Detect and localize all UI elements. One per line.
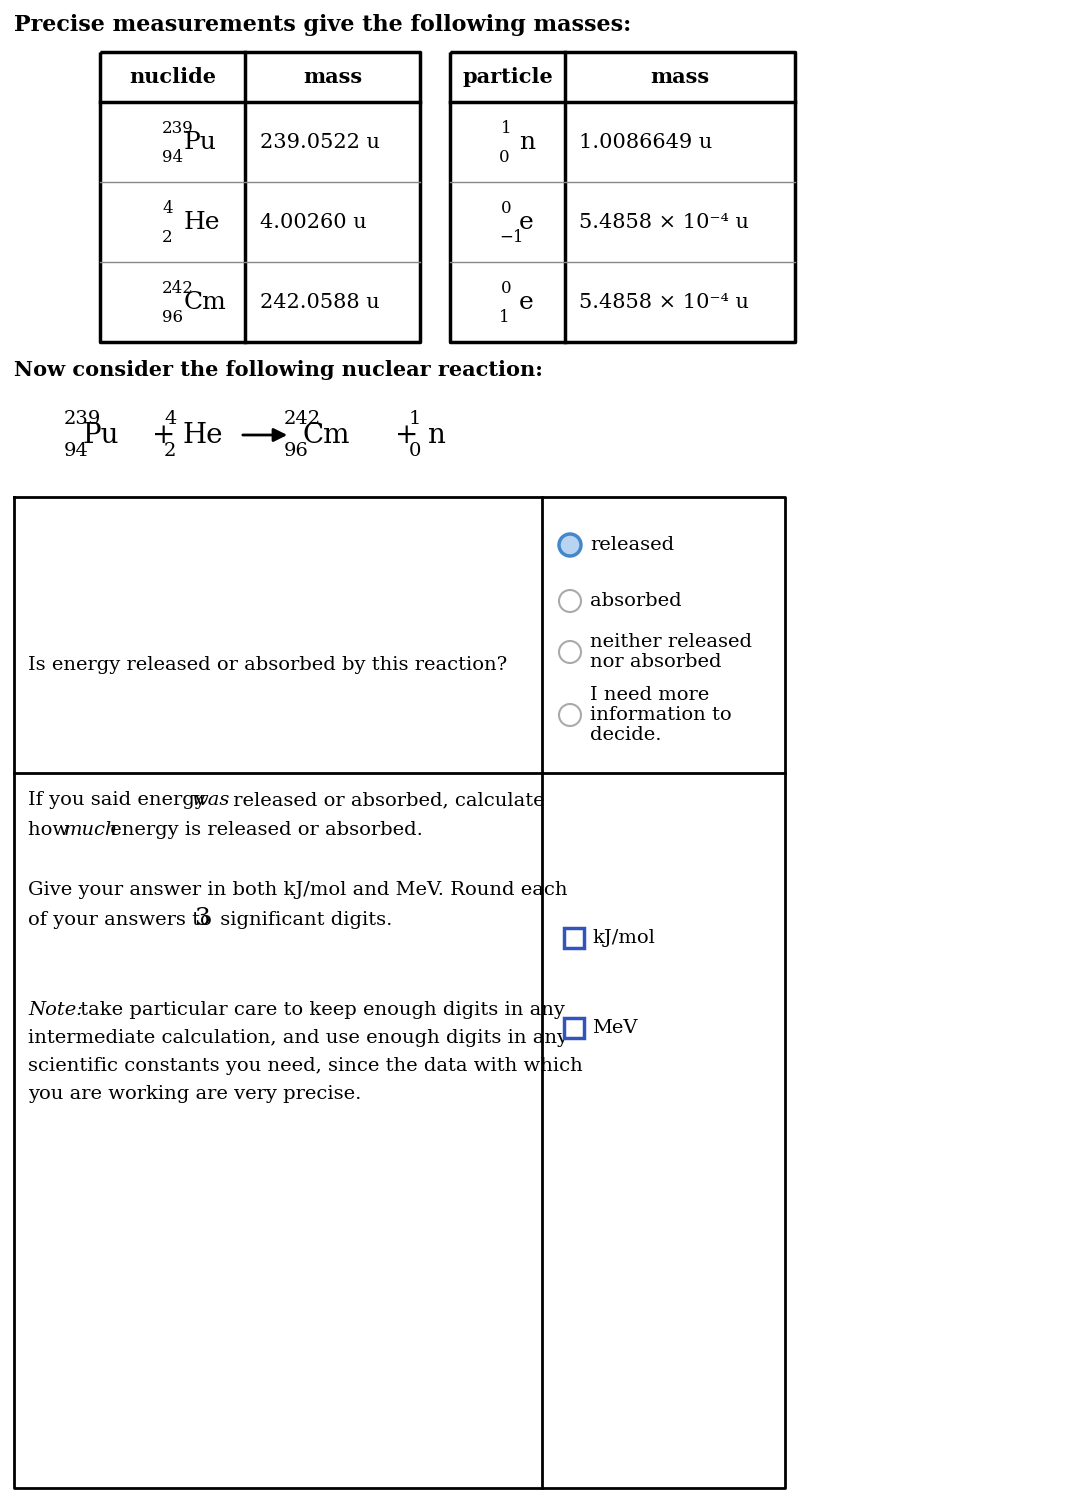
Text: 1: 1 [499, 309, 509, 325]
Text: 3: 3 [194, 907, 209, 931]
Text: information to: information to [590, 706, 732, 724]
Text: 2: 2 [163, 229, 172, 245]
Text: mass: mass [303, 66, 362, 87]
Text: was: was [192, 791, 230, 809]
Text: 4.00260 u: 4.00260 u [260, 212, 367, 232]
Text: 2: 2 [164, 441, 177, 459]
Text: n: n [427, 422, 445, 449]
Bar [564, 928, 584, 947]
Text: of your answers to: of your answers to [28, 911, 218, 929]
Text: 239: 239 [163, 119, 194, 137]
Text: −1: −1 [499, 229, 524, 245]
Circle shape [559, 590, 582, 611]
Text: 5.4858 × 10⁻⁴ u: 5.4858 × 10⁻⁴ u [579, 212, 748, 232]
Text: released or absorbed, calculate: released or absorbed, calculate [227, 791, 544, 809]
Text: MeV: MeV [592, 1020, 637, 1038]
Text: nuclide: nuclide [129, 66, 216, 87]
Circle shape [559, 703, 582, 726]
Text: +: + [152, 422, 176, 449]
Text: Cm: Cm [184, 291, 227, 313]
Text: absorbed: absorbed [590, 592, 682, 610]
Text: e: e [519, 291, 533, 313]
Circle shape [559, 535, 582, 556]
Text: Give your answer in both kJ/mol and MeV. Round each: Give your answer in both kJ/mol and MeV.… [28, 881, 567, 899]
Text: If you said energy: If you said energy [28, 791, 212, 809]
Text: kJ/mol: kJ/mol [592, 929, 655, 947]
Text: 1: 1 [501, 119, 512, 137]
Text: e: e [519, 211, 533, 233]
Text: +: + [395, 422, 418, 449]
Text: 239.0522 u: 239.0522 u [260, 133, 380, 152]
Text: Note:: Note: [28, 1001, 83, 1020]
Text: 239: 239 [64, 410, 101, 428]
Text: n: n [519, 131, 535, 154]
Text: Now consider the following nuclear reaction:: Now consider the following nuclear react… [14, 360, 543, 380]
Text: He: He [182, 422, 223, 449]
Text: I need more: I need more [590, 687, 709, 703]
Text: nor absorbed: nor absorbed [590, 654, 721, 672]
Text: 0: 0 [501, 280, 512, 297]
Text: mass: mass [650, 66, 709, 87]
Text: 94: 94 [163, 149, 183, 166]
Text: take particular care to keep enough digits in any: take particular care to keep enough digi… [74, 1001, 565, 1020]
Text: energy is released or absorbed.: energy is released or absorbed. [104, 821, 423, 839]
Text: 242: 242 [284, 410, 321, 428]
Text: 1: 1 [409, 410, 421, 428]
Text: 0: 0 [499, 149, 509, 166]
Text: 0: 0 [501, 199, 512, 217]
Text: Is energy released or absorbed by this reaction?: Is energy released or absorbed by this r… [28, 657, 507, 675]
Text: 96: 96 [284, 441, 309, 459]
Text: released: released [590, 536, 674, 554]
Bar [564, 1018, 584, 1038]
Text: 1.0086649 u: 1.0086649 u [579, 133, 712, 152]
Text: 5.4858 × 10⁻⁴ u: 5.4858 × 10⁻⁴ u [579, 292, 748, 312]
Text: decide.: decide. [590, 726, 661, 744]
Text: intermediate calculation, and use enough digits in any: intermediate calculation, and use enough… [28, 1029, 568, 1047]
Text: He: He [184, 211, 220, 233]
Text: you are working are very precise.: you are working are very precise. [28, 1084, 361, 1102]
Text: 4: 4 [164, 410, 177, 428]
Text: 242: 242 [163, 280, 194, 297]
Text: particle: particle [463, 66, 553, 87]
Text: Cm: Cm [302, 422, 349, 449]
Text: Pu: Pu [82, 422, 119, 449]
Circle shape [559, 642, 582, 663]
Text: Pu: Pu [184, 131, 217, 154]
Text: 242.0588 u: 242.0588 u [260, 292, 380, 312]
Text: 94: 94 [64, 441, 88, 459]
Text: how: how [28, 821, 75, 839]
Text: 4: 4 [163, 199, 172, 217]
Text: significant digits.: significant digits. [214, 911, 393, 929]
Text: 96: 96 [163, 309, 183, 325]
Text: 0: 0 [409, 441, 421, 459]
Text: Precise measurements give the following masses:: Precise measurements give the following … [14, 14, 632, 36]
Text: neither released: neither released [590, 633, 752, 651]
Text: scientific constants you need, since the data with which: scientific constants you need, since the… [28, 1057, 583, 1075]
Text: much: much [64, 821, 119, 839]
